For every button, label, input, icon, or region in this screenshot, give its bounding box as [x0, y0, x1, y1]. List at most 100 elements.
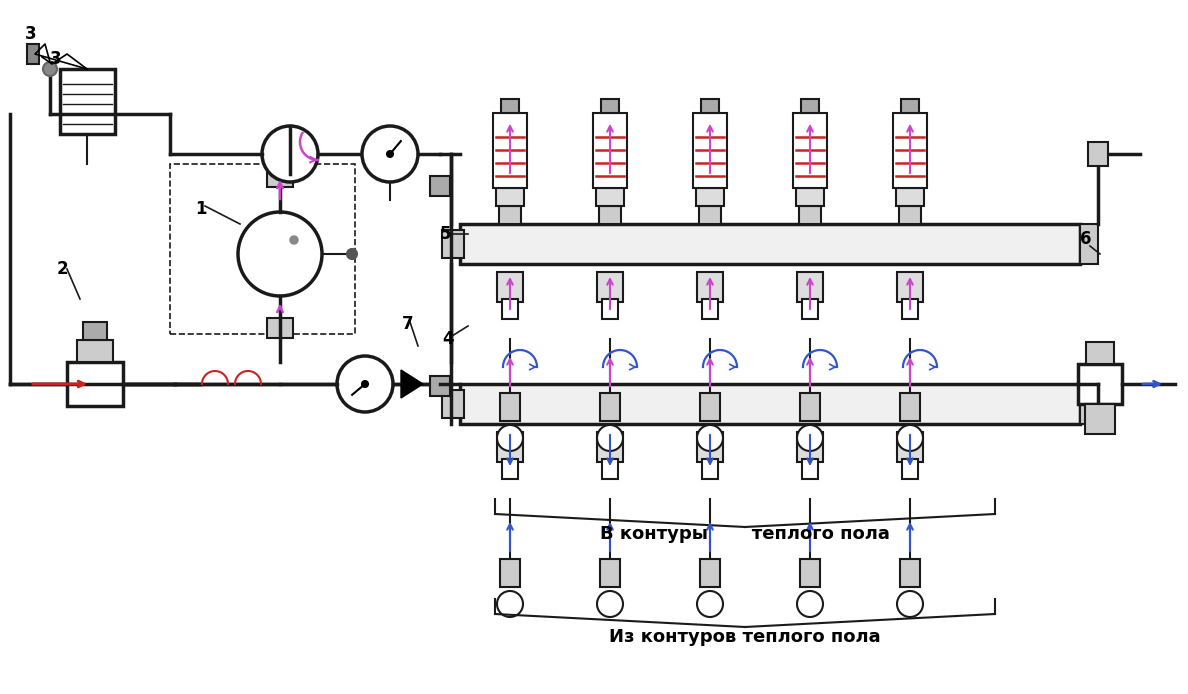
- Bar: [1086, 404, 1114, 426]
- Bar: [602, 459, 618, 479]
- Bar: [902, 459, 918, 479]
- Bar: [1080, 384, 1098, 424]
- Circle shape: [337, 356, 393, 412]
- Text: В контуры       теплого пола: В контуры теплого пола: [600, 525, 890, 543]
- Text: 3: 3: [25, 25, 37, 43]
- Bar: [701, 99, 719, 113]
- Circle shape: [797, 425, 823, 451]
- Bar: [697, 272, 723, 302]
- Text: 3: 3: [50, 50, 62, 68]
- Bar: [599, 206, 621, 224]
- Circle shape: [290, 236, 298, 244]
- Bar: [794, 113, 827, 188]
- Circle shape: [697, 591, 723, 617]
- Bar: [499, 206, 522, 224]
- Circle shape: [362, 381, 368, 387]
- Bar: [267, 167, 293, 187]
- Text: 5: 5: [440, 225, 451, 243]
- Circle shape: [897, 591, 923, 617]
- Bar: [460, 384, 1080, 424]
- Bar: [1085, 404, 1116, 434]
- Bar: [442, 230, 465, 258]
- Circle shape: [347, 249, 358, 259]
- Bar: [598, 432, 623, 462]
- Bar: [600, 559, 620, 587]
- Bar: [897, 432, 923, 462]
- Bar: [493, 113, 527, 188]
- Bar: [897, 272, 923, 302]
- Bar: [267, 318, 293, 338]
- Bar: [800, 393, 820, 421]
- Bar: [801, 99, 819, 113]
- Bar: [503, 299, 518, 319]
- Circle shape: [497, 591, 523, 617]
- Circle shape: [238, 212, 322, 296]
- Bar: [497, 188, 524, 206]
- Bar: [500, 559, 520, 587]
- Circle shape: [263, 126, 318, 182]
- Bar: [1078, 364, 1121, 404]
- Text: 7: 7: [402, 315, 413, 333]
- Text: 2: 2: [57, 260, 69, 278]
- Bar: [902, 299, 918, 319]
- Bar: [901, 99, 920, 113]
- Bar: [800, 559, 820, 587]
- Bar: [602, 299, 618, 319]
- Circle shape: [697, 425, 723, 451]
- Bar: [693, 113, 727, 188]
- Bar: [1080, 224, 1098, 264]
- Bar: [797, 272, 823, 302]
- Bar: [501, 99, 519, 113]
- Bar: [600, 393, 620, 421]
- Bar: [598, 272, 623, 302]
- Bar: [797, 432, 823, 462]
- Bar: [500, 393, 520, 421]
- Bar: [702, 459, 718, 479]
- Bar: [27, 44, 39, 64]
- Bar: [596, 188, 624, 206]
- Text: Из контуров теплого пола: Из контуров теплого пола: [609, 628, 880, 646]
- Text: 6: 6: [1080, 230, 1092, 248]
- Circle shape: [387, 151, 393, 157]
- Circle shape: [362, 126, 418, 182]
- Circle shape: [598, 591, 623, 617]
- Circle shape: [797, 591, 823, 617]
- Bar: [893, 113, 927, 188]
- Circle shape: [598, 425, 623, 451]
- Bar: [699, 206, 721, 224]
- Bar: [896, 188, 924, 206]
- Circle shape: [43, 62, 57, 76]
- Bar: [593, 113, 627, 188]
- Bar: [901, 393, 920, 421]
- Bar: [702, 299, 718, 319]
- Bar: [170, 164, 355, 334]
- Circle shape: [897, 425, 923, 451]
- Bar: [796, 188, 824, 206]
- Bar: [67, 362, 124, 406]
- Bar: [697, 432, 723, 462]
- Bar: [700, 393, 720, 421]
- Bar: [802, 299, 819, 319]
- Bar: [601, 99, 619, 113]
- Bar: [430, 176, 450, 196]
- Bar: [901, 559, 920, 587]
- Bar: [503, 459, 518, 479]
- Bar: [696, 188, 723, 206]
- Bar: [1088, 142, 1108, 166]
- Bar: [497, 272, 523, 302]
- Bar: [430, 376, 450, 396]
- Bar: [61, 69, 115, 134]
- Bar: [77, 340, 113, 362]
- Text: 4: 4: [442, 330, 454, 348]
- Bar: [442, 390, 465, 418]
- Bar: [460, 224, 1080, 264]
- Text: 1: 1: [195, 200, 207, 218]
- Bar: [83, 322, 107, 340]
- Bar: [700, 559, 720, 587]
- Bar: [1086, 342, 1114, 364]
- Bar: [899, 206, 921, 224]
- Bar: [497, 432, 523, 462]
- Bar: [802, 459, 819, 479]
- Bar: [800, 206, 821, 224]
- Polygon shape: [402, 370, 423, 398]
